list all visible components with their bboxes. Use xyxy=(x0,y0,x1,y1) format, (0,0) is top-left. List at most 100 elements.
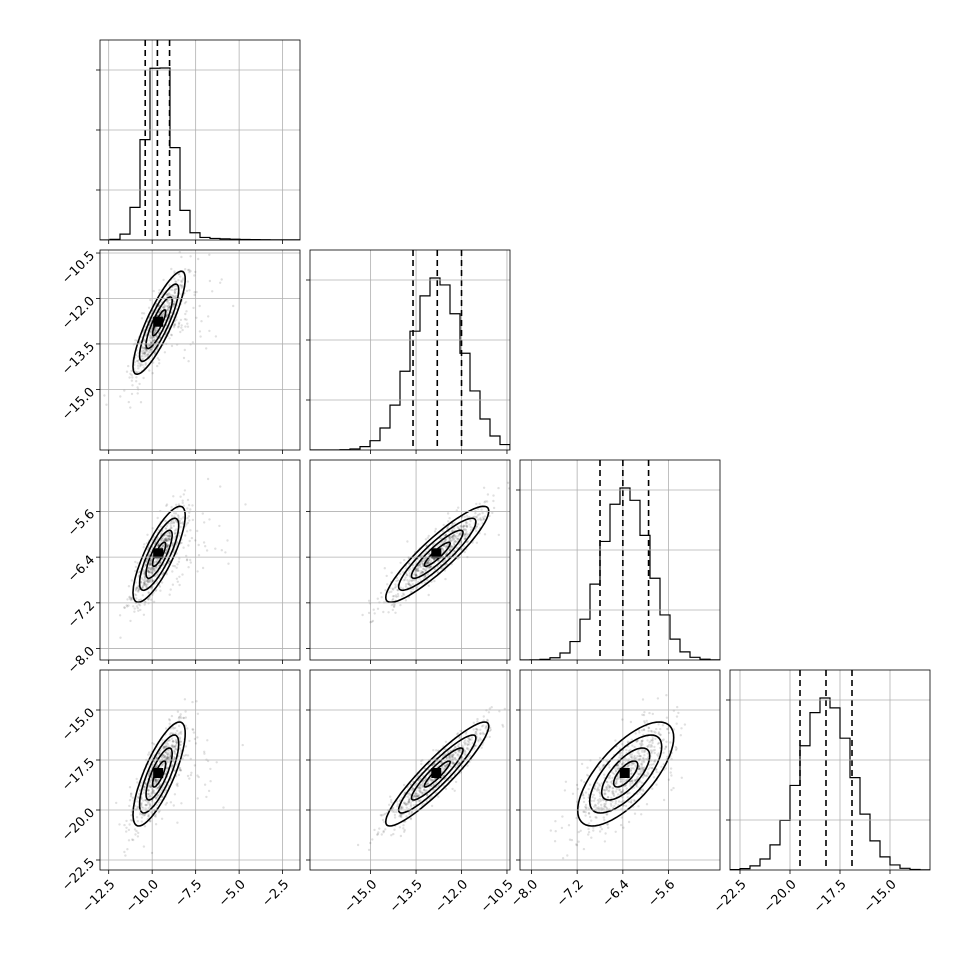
scatter-point xyxy=(416,567,419,571)
scatter-point xyxy=(612,793,615,796)
scatter-point xyxy=(147,306,151,309)
scatter-point xyxy=(138,341,142,344)
scatter-point xyxy=(135,371,138,374)
scatter-point xyxy=(464,528,468,532)
scatter-point xyxy=(410,579,413,583)
scatter-point xyxy=(179,318,183,322)
scatter-point xyxy=(132,605,135,608)
scatter-point xyxy=(636,775,639,779)
scatter-point xyxy=(404,585,408,588)
scatter-point xyxy=(172,304,175,308)
scatter-point xyxy=(475,732,478,736)
scatter-point xyxy=(158,304,161,307)
scatter-point xyxy=(136,835,140,838)
scatter-point xyxy=(453,549,456,553)
scatter-point xyxy=(183,754,186,757)
scatter-point xyxy=(155,588,158,591)
scatter-point xyxy=(427,562,430,565)
scatter-point xyxy=(149,336,152,339)
scatter-point xyxy=(429,778,432,781)
scatter-point xyxy=(651,739,654,742)
scatter-point xyxy=(147,813,150,816)
scatter-point xyxy=(137,792,141,796)
scatter-point xyxy=(173,289,176,292)
scatter-point xyxy=(128,799,132,802)
scatter-point xyxy=(421,785,424,788)
scatter-point xyxy=(153,568,156,571)
scatter-point xyxy=(408,583,411,586)
scatter-point xyxy=(147,570,150,573)
scatter-point xyxy=(129,406,132,409)
scatter-point xyxy=(598,807,601,810)
scatter-point xyxy=(187,566,190,569)
scatter-point xyxy=(633,779,636,782)
scatter-point xyxy=(163,539,166,543)
scatter-point xyxy=(608,785,612,788)
scatter-point xyxy=(587,787,590,791)
scatter-point xyxy=(618,788,622,792)
scatter-point xyxy=(421,562,424,566)
scatter-point xyxy=(645,719,648,723)
scatter-point xyxy=(155,334,158,337)
scatter-point xyxy=(208,279,212,283)
scatter-point xyxy=(601,764,605,768)
scatter-point xyxy=(130,814,133,817)
scatter-point xyxy=(621,796,624,799)
scatter-point xyxy=(650,763,653,766)
scatter-point xyxy=(166,293,169,297)
scatter-point xyxy=(587,831,591,834)
scatter-point xyxy=(587,833,590,836)
scatter-point xyxy=(448,548,452,551)
scatter-point xyxy=(163,747,166,750)
scatter-point xyxy=(161,754,165,757)
density-peak-3-2 xyxy=(619,768,630,778)
scatter-point xyxy=(171,583,175,586)
scatter-point xyxy=(669,771,672,774)
scatter-point xyxy=(434,527,437,531)
scatter-point xyxy=(669,741,672,744)
scatter-point xyxy=(604,832,607,835)
scatter-point xyxy=(414,792,418,795)
scatter-point xyxy=(158,783,161,787)
scatter-point xyxy=(640,781,644,784)
scatter-point xyxy=(613,772,616,776)
scatter-point xyxy=(448,537,451,540)
scatter-point xyxy=(592,793,595,797)
scatter-point xyxy=(639,755,643,758)
scatter-point xyxy=(416,567,419,571)
scatter-point xyxy=(135,587,138,590)
scatter-point xyxy=(146,792,149,796)
scatter-point xyxy=(139,788,142,792)
scatter-point xyxy=(123,606,126,609)
scatter-point xyxy=(164,526,167,530)
scatter-point xyxy=(135,597,138,600)
scatter-point xyxy=(395,576,399,580)
scatter-point xyxy=(639,767,642,770)
scatter-point xyxy=(430,804,434,808)
scatter-point xyxy=(653,760,656,763)
scatter-point xyxy=(448,756,451,759)
scatter-point xyxy=(520,691,522,693)
scatter-point xyxy=(611,787,614,790)
scatter-point xyxy=(153,567,156,571)
scatter-point xyxy=(164,772,167,775)
panel-frame-2-0 xyxy=(99,459,301,661)
scatter-point xyxy=(453,539,456,542)
scatter-point xyxy=(143,785,146,789)
scatter-point xyxy=(417,794,420,798)
panel-frame-3-2 xyxy=(519,669,721,871)
scatter-point xyxy=(463,533,466,536)
scatter-point xyxy=(183,302,187,305)
scatter-point xyxy=(175,741,179,745)
scatter-point xyxy=(651,766,654,770)
scatter-point xyxy=(650,750,653,753)
scatter-point xyxy=(169,524,172,527)
scatter-point xyxy=(211,290,214,293)
scatter-point xyxy=(617,777,620,780)
scatter-point xyxy=(164,803,167,806)
scatter-point xyxy=(462,527,465,531)
scatter-point xyxy=(152,743,156,746)
scatter-point xyxy=(655,770,658,774)
scatter-point xyxy=(139,784,142,787)
scatter-point xyxy=(173,295,176,298)
